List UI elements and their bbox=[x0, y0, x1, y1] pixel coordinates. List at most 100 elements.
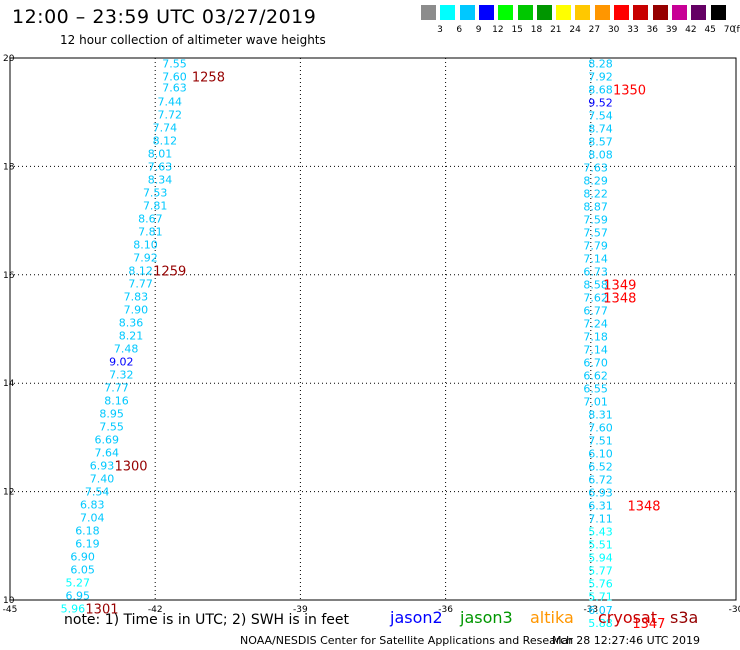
wave-height-value: 5.51 bbox=[588, 539, 613, 552]
wave-height-value: 6.55 bbox=[583, 383, 608, 396]
color-swatch bbox=[440, 5, 456, 20]
color-scale-label: 70 bbox=[723, 25, 736, 35]
wave-height-value: 8.10 bbox=[133, 238, 158, 251]
color-swatch bbox=[691, 5, 707, 20]
wave-height-value: 7.57 bbox=[583, 227, 608, 240]
color-scale-label: 30 bbox=[607, 25, 620, 35]
timestamp: Mar 28 12:27:46 UTC 2019 bbox=[552, 634, 700, 647]
wave-height-value: 8.95 bbox=[99, 408, 124, 421]
color-scale-label: 21 bbox=[550, 25, 562, 35]
pass-time-label: 1348 bbox=[627, 500, 660, 515]
color-swatch bbox=[710, 5, 726, 20]
color-scale-label: 12 bbox=[492, 25, 504, 35]
wave-height-value: 7.83 bbox=[124, 290, 149, 303]
legend-jason2: jason2 bbox=[390, 608, 443, 627]
color-swatch bbox=[575, 5, 591, 20]
wave-height-value: 7.44 bbox=[157, 95, 182, 108]
color-swatch bbox=[652, 5, 668, 20]
wave-height-value: 7.32 bbox=[109, 369, 134, 382]
legend-cryosat: cryosat bbox=[598, 608, 658, 627]
wave-height-value: 5.77 bbox=[588, 565, 613, 578]
wave-height-value: 6.18 bbox=[75, 525, 100, 538]
wave-height-value: 6.77 bbox=[583, 305, 608, 318]
color-swatch bbox=[421, 5, 436, 20]
wave-height-value: 7.53 bbox=[143, 186, 168, 199]
y-tick-label: 18 bbox=[3, 162, 15, 172]
wave-height-value: 8.87 bbox=[583, 201, 608, 214]
credit-text: NOAA/NESDIS Center for Satellite Applica… bbox=[240, 634, 574, 647]
wave-height-value: 7.59 bbox=[583, 214, 608, 227]
y-tick-label: 12 bbox=[3, 488, 14, 498]
wave-height-value: 8.22 bbox=[583, 188, 608, 201]
color-swatch bbox=[614, 5, 629, 20]
color-scale-label: 42 bbox=[685, 25, 697, 35]
y-tick-label: 10 bbox=[3, 596, 15, 606]
wave-height-value: 6.69 bbox=[95, 434, 120, 447]
legend-s3a: s3a bbox=[670, 608, 699, 627]
grid-lines bbox=[10, 58, 736, 600]
wave-height-value: 7.60 bbox=[162, 70, 187, 83]
wave-height-value: 8.01 bbox=[148, 147, 173, 160]
wave-height-value: 8.57 bbox=[588, 135, 613, 148]
wave-height-value: 7.90 bbox=[124, 303, 149, 316]
pass-time-label: 1350 bbox=[613, 83, 646, 98]
wave-height-value: 7.51 bbox=[588, 435, 613, 448]
wave-height-value: 8.12 bbox=[153, 134, 178, 147]
wave-height-value: 7.54 bbox=[85, 486, 110, 499]
color-scale-label: 9 bbox=[475, 25, 482, 35]
color-swatch bbox=[633, 5, 649, 20]
pass-time-label: 1258 bbox=[192, 70, 225, 85]
wave-height-value: 7.81 bbox=[143, 199, 168, 212]
color-swatch bbox=[671, 5, 687, 20]
wave-height-value: 7.55 bbox=[99, 421, 124, 434]
color-swatch bbox=[556, 5, 572, 20]
wave-height-value: 8.08 bbox=[588, 148, 613, 161]
wave-height-value: 7.62 bbox=[583, 292, 608, 305]
wave-height-value: 7.60 bbox=[588, 422, 613, 435]
wave-height-value: 7.18 bbox=[583, 331, 608, 344]
wave-height-value: 7.01 bbox=[583, 396, 608, 409]
wave-height-value: 7.63 bbox=[583, 161, 608, 174]
wave-height-value: 7.92 bbox=[133, 251, 158, 264]
wave-height-value: 6.10 bbox=[588, 448, 613, 461]
wave-height-value: 7.14 bbox=[583, 253, 608, 266]
wave-height-value: 6.07 bbox=[588, 604, 613, 617]
wave-height-value: 8.12 bbox=[128, 264, 153, 277]
wave-height-value: 8.31 bbox=[588, 409, 613, 422]
x-tick-label: -30 bbox=[729, 605, 740, 615]
color-swatch bbox=[478, 5, 494, 20]
wave-height-value: 8.68 bbox=[588, 83, 613, 96]
wave-height-value: 8.16 bbox=[104, 395, 129, 408]
color-swatch bbox=[498, 5, 514, 20]
wave-height-value: 7.63 bbox=[162, 81, 187, 94]
color-scale-label: 18 bbox=[530, 25, 543, 35]
pass-time-label: 1301 bbox=[85, 603, 118, 618]
color-swatch bbox=[459, 5, 475, 20]
color-scale-unit: (ft) bbox=[733, 25, 740, 35]
page-subtitle: 12 hour collection of altimeter wave hei… bbox=[60, 33, 326, 47]
wave-height-value: 7.48 bbox=[114, 343, 139, 356]
pass-time-label: 1348 bbox=[603, 292, 636, 307]
wave-height-value: 6.52 bbox=[588, 461, 613, 474]
wave-height-value: 8.36 bbox=[119, 316, 144, 329]
wave-height-value: 6.62 bbox=[583, 370, 608, 383]
wave-height-value: 7.55 bbox=[162, 57, 187, 70]
wave-height-value: 5.76 bbox=[588, 578, 613, 591]
data-marks: 7.557.607.637.447.727.748.128.017.638.34… bbox=[61, 57, 666, 631]
wave-height-value: 7.92 bbox=[588, 70, 613, 83]
wave-height-value: 6.90 bbox=[70, 551, 95, 564]
color-swatch bbox=[594, 5, 610, 20]
wave-height-value: 7.63 bbox=[148, 160, 173, 173]
wave-height-value: 7.81 bbox=[138, 225, 163, 238]
pass-time-label: 1347 bbox=[632, 617, 665, 632]
wave-height-value: 5.96 bbox=[61, 603, 86, 616]
x-tick-label: -42 bbox=[148, 605, 163, 615]
wave-height-value: 8.21 bbox=[119, 330, 144, 343]
wave-height-value: 7.74 bbox=[153, 121, 178, 134]
plot-frame bbox=[9, 57, 737, 601]
pass-time-label: 1349 bbox=[603, 279, 636, 294]
wave-height-value: 7.64 bbox=[95, 447, 120, 460]
color-scale-label: 45 bbox=[704, 25, 716, 35]
x-tick-label: -33 bbox=[583, 605, 598, 615]
